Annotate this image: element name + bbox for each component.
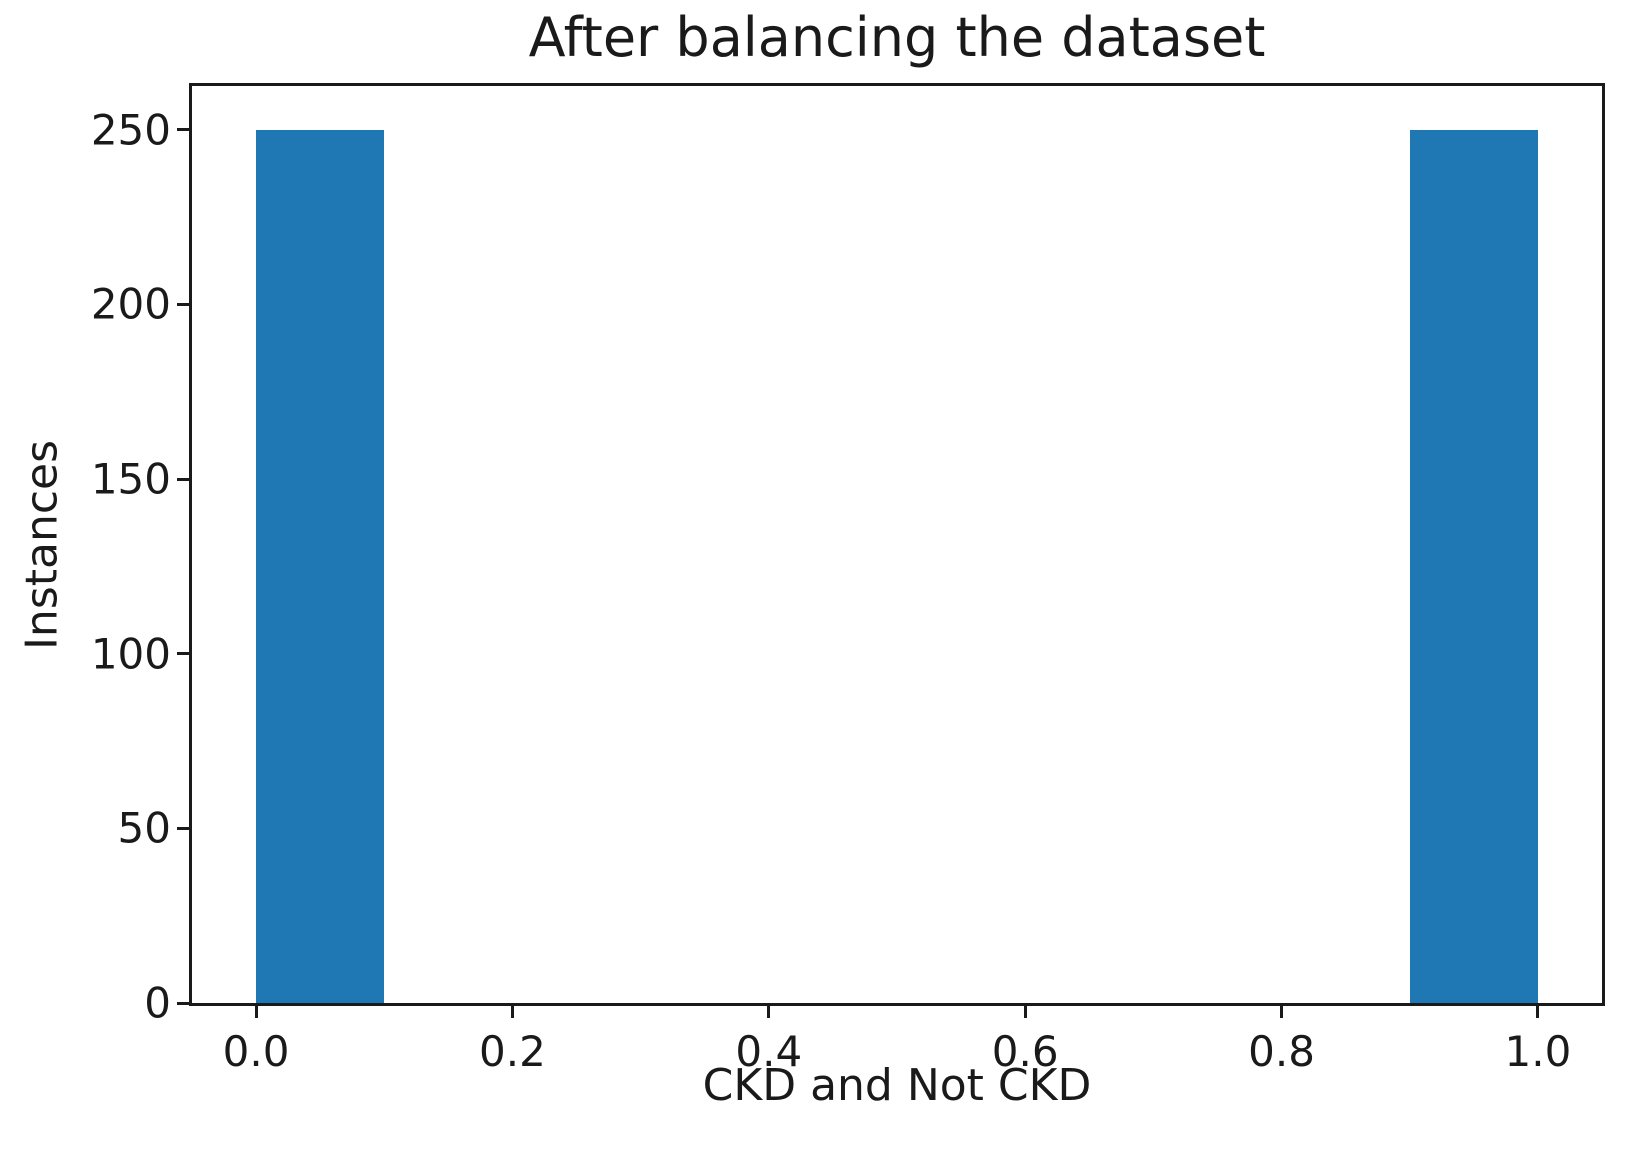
x-tick-label: 0.0 [222, 1027, 290, 1076]
histogram-bar [256, 129, 385, 1003]
plot-area: 0.0 0.2 0.4 0.6 0.8 1.0 0 50 100 150 200 250 [91, 83, 1605, 1076]
y-tick-label: 100 [90, 629, 171, 679]
x-tick-mark [767, 1003, 771, 1018]
x-tick-label: 0.6 [991, 1027, 1059, 1076]
x-tick-label: 0.4 [735, 1027, 803, 1076]
y-tick-mark [177, 652, 192, 656]
y-tick-label: 0 [144, 978, 171, 1028]
x-tick-label: 0.8 [1248, 1027, 1315, 1076]
y-tick-label: 250 [90, 105, 171, 155]
y-tick-mark [177, 1001, 192, 1005]
y-tick-label: 150 [90, 454, 171, 504]
y-tick-label: 50 [117, 803, 171, 853]
y-tick-mark [177, 826, 192, 830]
chart-title: After balancing the dataset [528, 6, 1266, 69]
y-axis-label: Instances [16, 439, 68, 651]
x-tick-label: 0.2 [479, 1027, 546, 1076]
y-tick-mark [177, 302, 192, 306]
x-tick-mark [1280, 1003, 1284, 1018]
x-tick-mark [510, 1003, 514, 1018]
x-tick-mark [1023, 1003, 1027, 1018]
x-tick-mark [1536, 1003, 1540, 1018]
y-tick-mark [177, 477, 192, 481]
y-tick-label: 200 [90, 279, 171, 329]
x-tick-label: 1.0 [1504, 1027, 1572, 1076]
x-axis-label: CKD and Not CKD [702, 1060, 1092, 1111]
x-tick-mark [254, 1003, 258, 1018]
y-tick-mark [177, 128, 192, 132]
histogram-bar [1409, 129, 1538, 1003]
